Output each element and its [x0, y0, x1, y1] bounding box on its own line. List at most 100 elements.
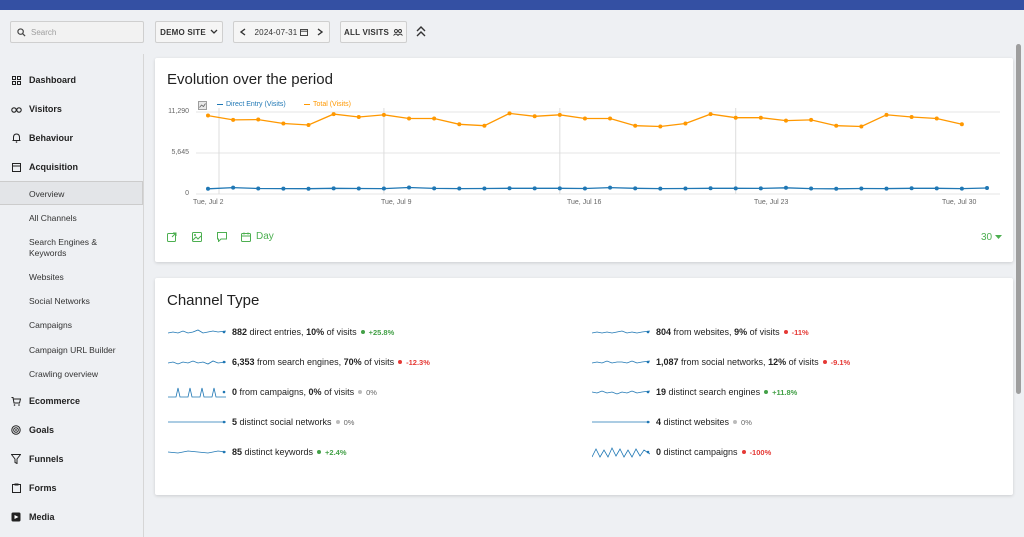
sparkline[interactable]	[592, 415, 650, 429]
search-input[interactable]: Search	[10, 21, 144, 43]
trend-indicator-icon	[398, 360, 403, 364]
date-label: 2024-07-31	[254, 27, 298, 37]
legend-total[interactable]: Total (Visits)	[304, 101, 351, 108]
channel-share: 0%	[308, 387, 322, 397]
legend-direct-entry[interactable]: Direct Entry (Visits)	[217, 101, 286, 108]
y-tick-label: 0	[185, 190, 189, 197]
sidebar-subitem-social-networks[interactable]: Social Networks	[29, 296, 90, 306]
data-point	[381, 186, 386, 191]
sidebar-item-funnels[interactable]: Funnels	[10, 454, 64, 464]
sparkline[interactable]	[168, 385, 226, 399]
data-point	[959, 122, 964, 127]
data-point	[407, 116, 412, 121]
sidebar-subitem-search-engines[interactable]: Search Engines & Keywords	[29, 237, 98, 258]
sparkline[interactable]	[168, 415, 226, 429]
period-selector[interactable]: Day	[241, 231, 274, 242]
sparkline[interactable]	[168, 355, 226, 369]
date-selector[interactable]: 2024-07-31	[233, 21, 330, 43]
channel-row: 804 from websites, 9% of visits -11%	[592, 325, 809, 339]
window-icon	[11, 162, 21, 172]
data-point	[281, 121, 286, 126]
sidebar-subitem-all-channels[interactable]: All Channels	[29, 213, 77, 223]
sparkline[interactable]	[592, 385, 650, 399]
target-icon	[11, 425, 21, 435]
sidebar-subitem-crawling-overview[interactable]: Crawling overview	[29, 369, 98, 379]
image-icon[interactable]	[192, 232, 202, 242]
data-point	[909, 115, 914, 120]
calendar-icon	[241, 232, 251, 242]
data-point	[356, 186, 361, 191]
data-point	[859, 186, 864, 191]
sidebar-subitem-campaigns[interactable]: Campaigns	[29, 320, 72, 330]
search-placeholder: Search	[31, 27, 57, 37]
channel-share: 70%	[343, 357, 362, 367]
channel-desc: from search engines,	[254, 357, 344, 367]
data-point	[557, 112, 562, 117]
data-point	[231, 185, 236, 190]
channel-text: 0 distinct campaigns	[656, 447, 738, 457]
data-point	[708, 186, 713, 191]
trend-indicator-icon	[733, 420, 738, 424]
sidebar-item-goals[interactable]: Goals	[10, 425, 54, 435]
sidebar-item-label: Behaviour	[29, 133, 74, 143]
collapse-header-icon[interactable]	[416, 26, 426, 37]
sidebar-subitem-overview[interactable]: Overview	[29, 189, 65, 199]
data-point	[507, 186, 512, 191]
sidebar-item-ecommerce[interactable]: Ecommerce	[10, 396, 80, 406]
calendar-icon	[300, 29, 309, 36]
data-point	[884, 186, 889, 191]
chevron-right-icon[interactable]	[317, 28, 323, 36]
export-icon[interactable]	[167, 232, 177, 242]
segment-selector[interactable]: ALL VISITS	[340, 21, 407, 43]
chevron-left-icon[interactable]	[240, 28, 246, 36]
evolution-panel: Evolution over the period	[155, 58, 1013, 262]
sparkline[interactable]	[592, 355, 650, 369]
channel-share: 10%	[306, 327, 325, 337]
data-point	[532, 114, 537, 119]
sidebar-item-acquisition[interactable]: Acquisition	[10, 162, 78, 172]
sidebar-item-behaviour[interactable]: Behaviour	[10, 133, 73, 143]
data-point	[532, 186, 537, 191]
limit-label: 30	[981, 232, 993, 243]
channel-value: 882	[232, 327, 248, 337]
sidebar-subitem-campaign-url-builder[interactable]: Campaign URL Builder	[29, 345, 116, 355]
channel-value: 5	[232, 417, 238, 427]
data-point	[206, 113, 210, 118]
data-point	[381, 112, 386, 117]
data-point	[482, 123, 487, 128]
annotation-icon[interactable]	[217, 232, 227, 242]
sparkline[interactable]	[168, 325, 226, 339]
sparkline[interactable]	[592, 445, 650, 459]
trend-indicator-icon	[822, 360, 827, 364]
channel-value: 0	[232, 387, 238, 397]
clipboard-icon	[11, 483, 21, 493]
sidebar-item-forms[interactable]: Forms	[10, 483, 57, 493]
data-point	[658, 186, 663, 191]
channel-desc: direct entries,	[247, 327, 307, 337]
channel-desc2: of visits	[321, 387, 355, 397]
channel-desc: distinct websites	[661, 417, 730, 427]
chart-export-icon[interactable]	[198, 101, 207, 110]
legend-label: Total (Visits)	[313, 101, 351, 108]
data-point	[633, 186, 638, 191]
channel-row: 6,353 from search engines, 70% of visits…	[168, 355, 430, 369]
sidebar-item-dashboard[interactable]: Dashboard	[10, 75, 76, 85]
trend-indicator-icon	[764, 390, 769, 394]
data-point	[758, 115, 763, 120]
data-point	[959, 186, 964, 191]
data-point	[783, 185, 788, 190]
channel-value: 19	[656, 387, 667, 397]
x-tick-label: Tue, Jul 30	[942, 199, 977, 206]
sparkline[interactable]	[592, 325, 650, 339]
limit-selector[interactable]: 30	[981, 232, 1003, 243]
sidebar-item-media[interactable]: Media	[10, 512, 55, 522]
active-item-highlight	[0, 181, 143, 205]
channel-row: 5 distinct social networks 0%	[168, 415, 354, 429]
sparkline[interactable]	[168, 445, 226, 459]
channel-value: 85	[232, 447, 243, 457]
sidebar-subitem-websites[interactable]: Websites	[29, 272, 64, 282]
scrollbar-thumb[interactable]	[1016, 44, 1021, 394]
sidebar-item-visitors[interactable]: Visitors	[10, 104, 62, 114]
site-selector[interactable]: DEMO SITE	[155, 21, 223, 43]
channel-value: 1,087	[656, 357, 679, 367]
